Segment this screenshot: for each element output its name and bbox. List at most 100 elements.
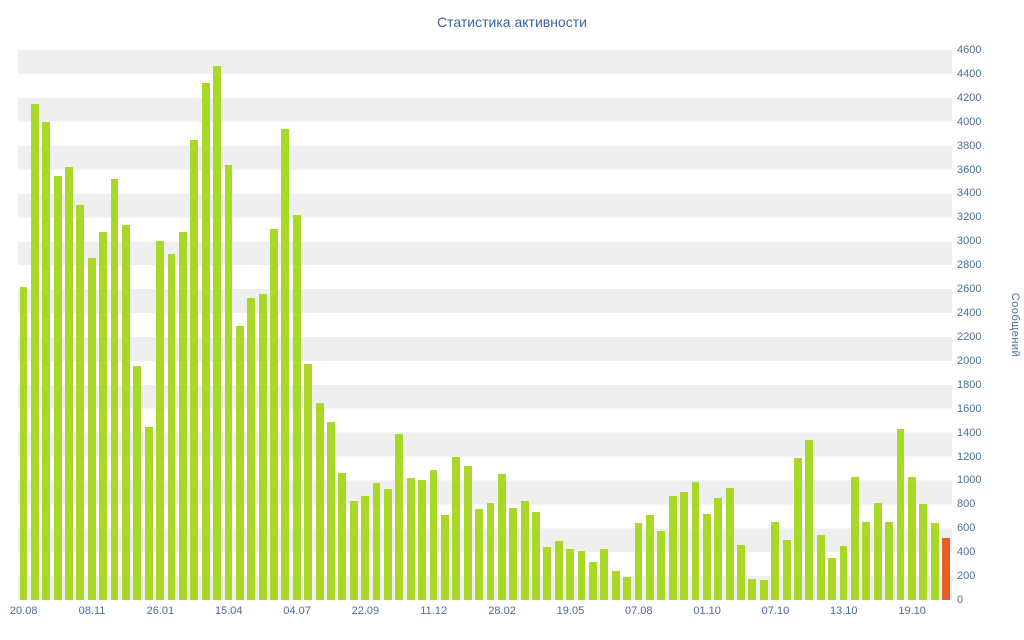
y-tick-label: 1400 (957, 426, 982, 439)
chart-title: Статистика активности (437, 14, 587, 30)
plot-area (18, 50, 952, 600)
y-tick-label: 200 (957, 570, 976, 583)
y-tick-label: 2000 (957, 354, 982, 367)
bar (349, 500, 358, 600)
y-tick-label: 1000 (957, 474, 982, 487)
bar (144, 426, 153, 600)
y-tick-label: 3800 (957, 139, 982, 152)
bar (691, 481, 700, 600)
y-tick-label: 2800 (957, 259, 982, 272)
bar (201, 83, 210, 600)
bar (190, 139, 199, 600)
bar (577, 550, 586, 600)
bar (327, 421, 335, 600)
bar (554, 541, 563, 600)
y-tick-label: 2400 (957, 307, 982, 320)
bar (395, 433, 404, 600)
y-tick-label: 400 (957, 546, 976, 559)
bar (292, 215, 301, 600)
bar (737, 545, 745, 600)
bar (566, 548, 575, 600)
bar (383, 488, 392, 600)
bar (87, 258, 96, 600)
bar (418, 480, 427, 600)
y-tick-label: 3200 (957, 211, 982, 224)
bar (65, 167, 73, 600)
bar (475, 509, 483, 600)
y-tick-label: 1200 (957, 450, 982, 463)
bar (497, 474, 506, 600)
y-tick-label: 4000 (957, 115, 982, 128)
x-tick-label: 19.10 (898, 605, 926, 617)
bar (258, 293, 267, 600)
bar (759, 580, 768, 600)
bar (372, 482, 381, 600)
bar (213, 65, 221, 600)
bar (623, 577, 632, 600)
y-tick-label: 2200 (957, 330, 982, 343)
bar (930, 522, 939, 600)
bar (361, 495, 370, 600)
bar (919, 504, 928, 600)
y-tick-label: 1600 (957, 402, 982, 415)
x-tick-label: 22.09 (351, 605, 380, 617)
bar (668, 495, 677, 600)
bar-highlighted (942, 537, 950, 600)
bar (589, 561, 597, 600)
y-tick-label: 3600 (957, 163, 982, 176)
bar (634, 523, 643, 600)
x-tick-label: 28.02 (488, 605, 516, 617)
bar (224, 164, 233, 600)
bar (235, 326, 244, 600)
y-tick-label: 1800 (957, 378, 982, 391)
bar (885, 522, 894, 600)
bar (406, 478, 415, 600)
bar (76, 205, 85, 600)
bar (600, 548, 609, 600)
bar (304, 364, 313, 600)
x-tick-label: 15.04 (214, 605, 243, 617)
bar (907, 476, 916, 600)
bar (167, 254, 176, 600)
x-tick-label: 11.12 (420, 605, 448, 617)
y-tick-label: 4200 (957, 91, 982, 104)
x-tick-label: 07.08 (625, 605, 653, 617)
bar (463, 466, 472, 600)
bar (748, 579, 757, 600)
bar (178, 231, 187, 600)
y-tick-label: 2600 (957, 283, 982, 296)
bar (702, 513, 711, 600)
bar (725, 487, 734, 600)
y-tick-label: 0 (957, 594, 964, 606)
bar (281, 128, 290, 600)
bar (794, 457, 802, 600)
bar (133, 365, 142, 600)
bar (429, 469, 438, 600)
bar (156, 241, 165, 600)
bar (509, 507, 518, 600)
bar (520, 500, 529, 600)
bar (611, 571, 620, 600)
bar (543, 547, 552, 600)
bar (771, 522, 780, 600)
y-tick-label: 600 (957, 522, 976, 535)
y-axis-label: Сообщений (1009, 292, 1021, 358)
bar (862, 522, 871, 600)
x-axis-ticks: 20.08 08.11 26.01 15.04 04.07 22.09 11.12 28.02… (10, 605, 952, 623)
bar (714, 498, 723, 600)
bar (657, 530, 666, 600)
bar (122, 224, 130, 600)
bar (315, 402, 324, 600)
bar (782, 540, 791, 600)
bar (440, 515, 449, 600)
y-tick-label: 3400 (957, 187, 982, 200)
y-tick-label: 800 (957, 498, 976, 511)
y-tick-label: 4600 (957, 44, 982, 56)
bar (19, 286, 28, 600)
y-axis-ticks: 0 200 400 600 800 1000 1200 1400 1600 1800 2000 220… (957, 44, 1007, 606)
bar (645, 515, 654, 600)
bar (486, 503, 495, 600)
bar (110, 179, 119, 600)
bar (247, 297, 256, 600)
x-tick-label: 08.11 (78, 605, 106, 617)
